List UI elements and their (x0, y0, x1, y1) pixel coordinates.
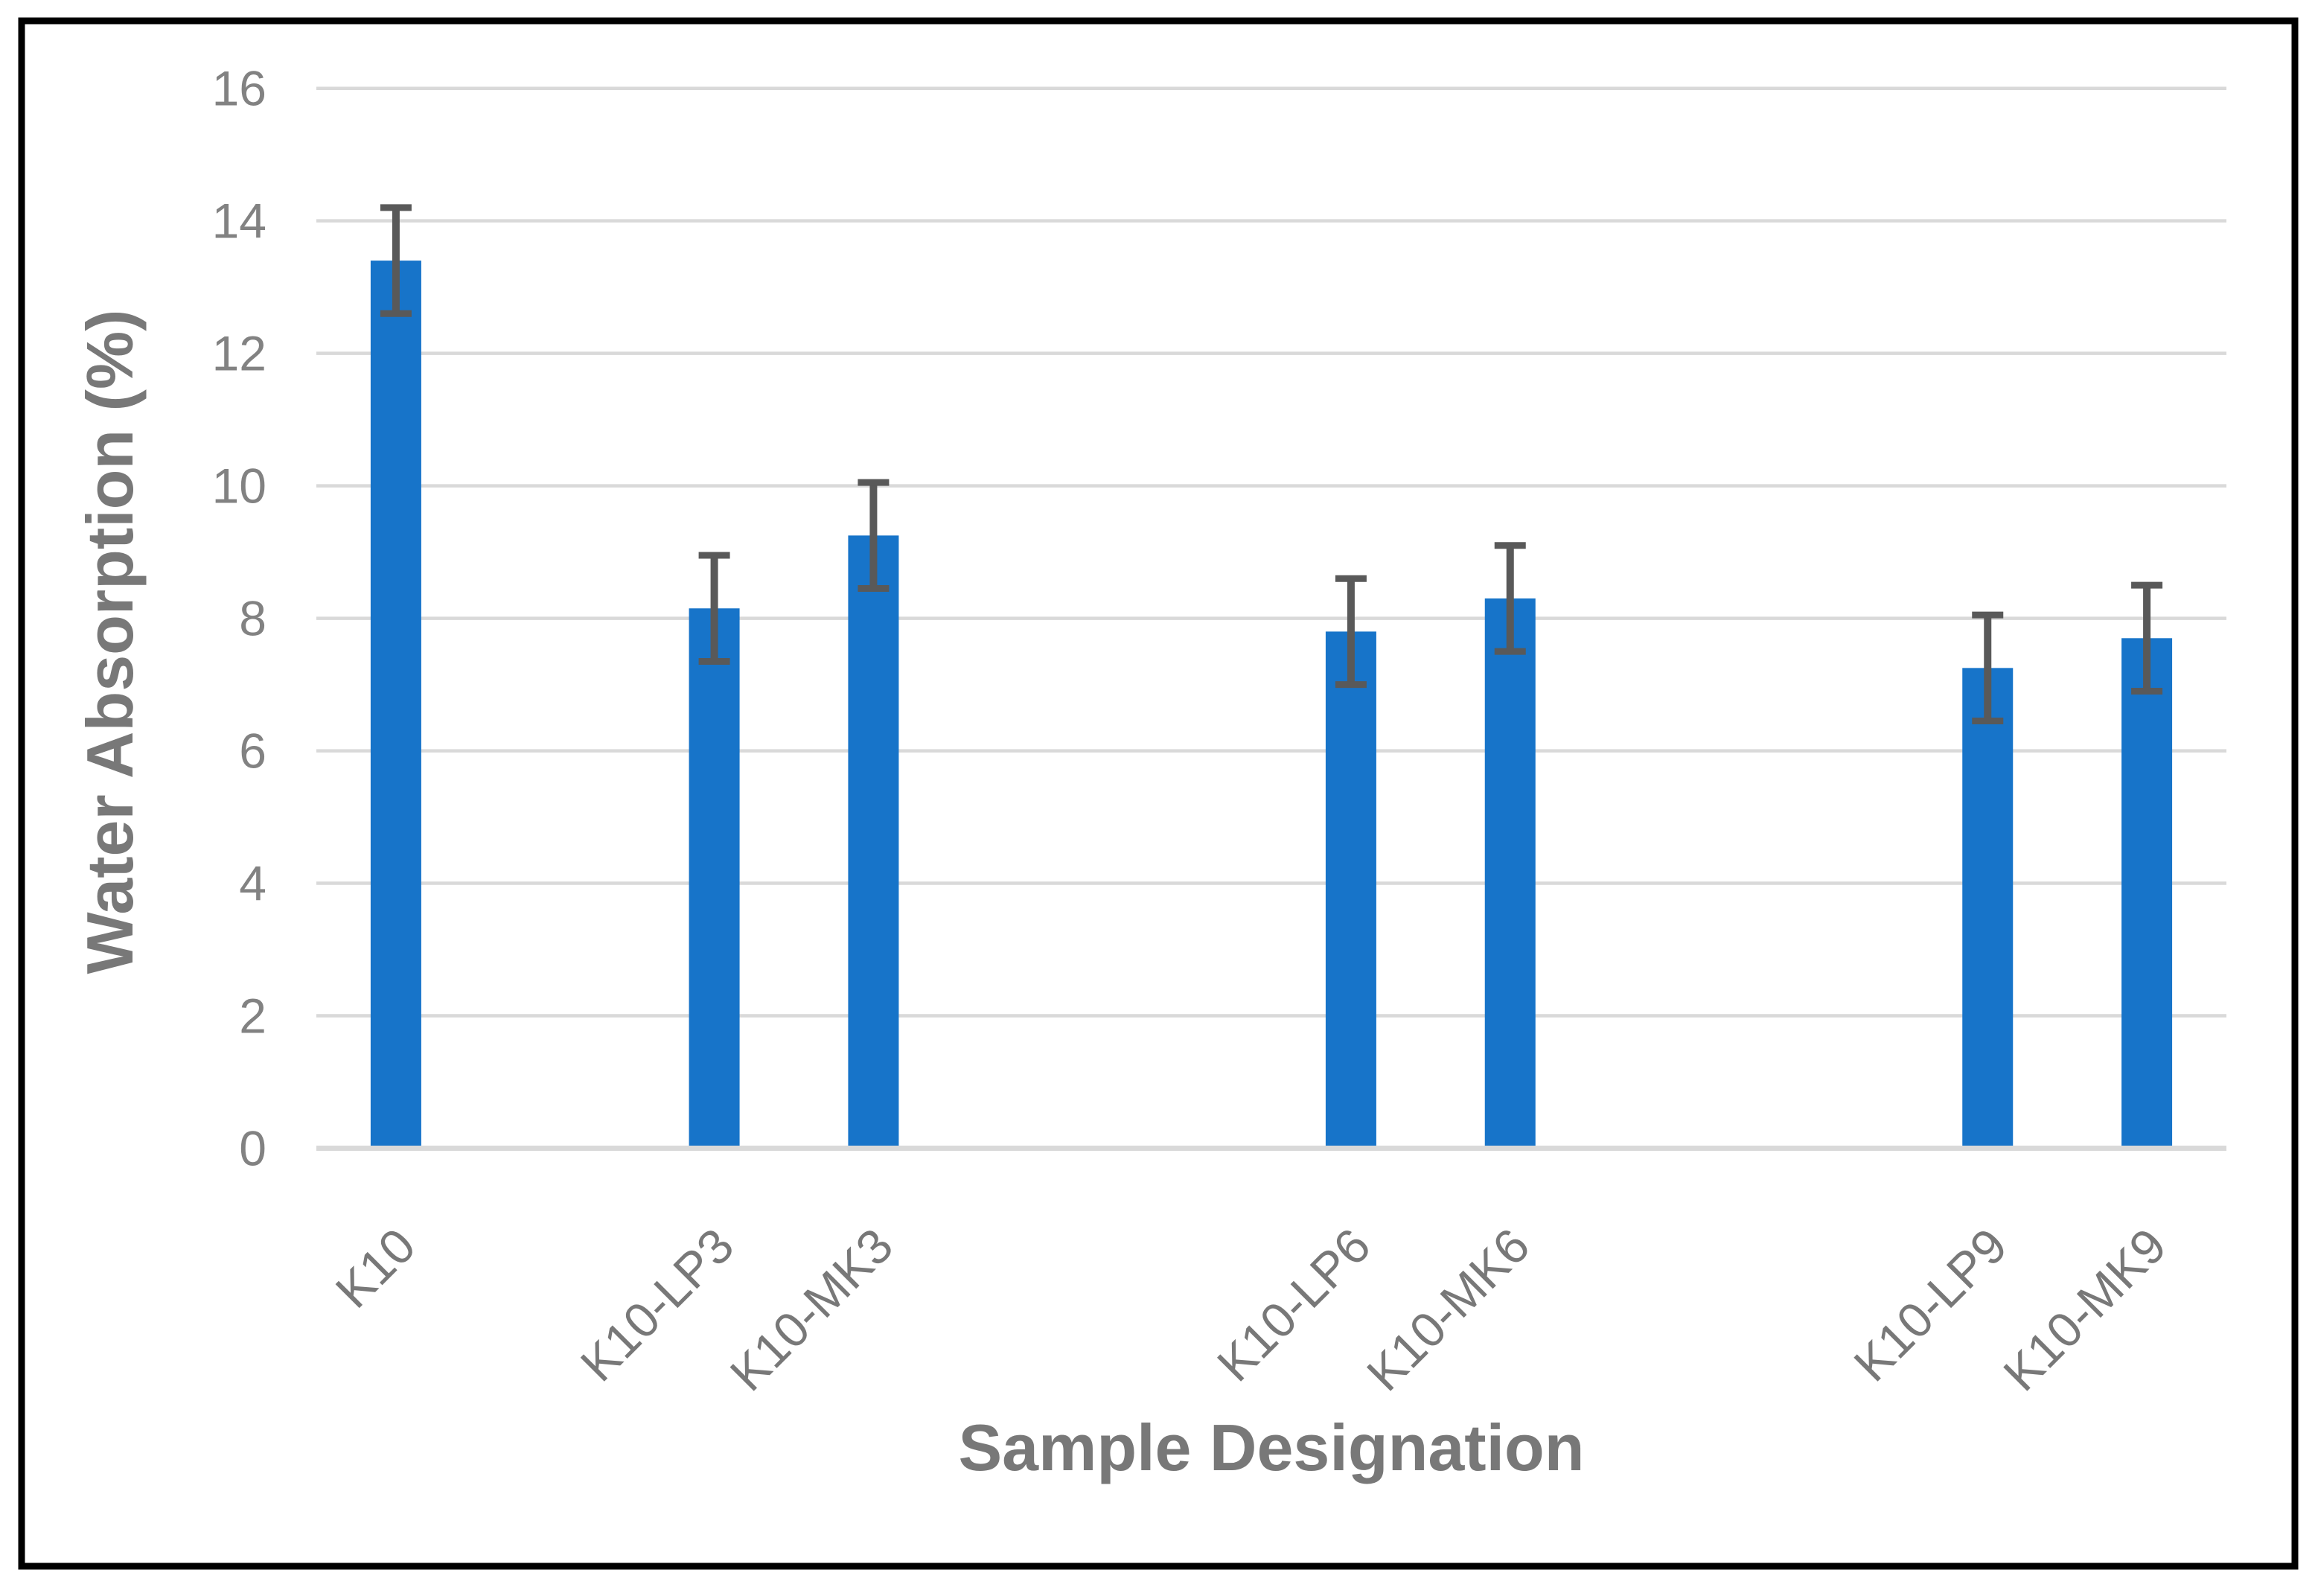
y-tick-label: 12 (212, 326, 266, 381)
y-tick-labels: 0 2 4 6 8 10 12 14 16 (212, 61, 266, 1176)
error-bar-k10-lp3 (698, 552, 730, 665)
gridlines (316, 86, 2226, 1018)
outer-border (18, 17, 2299, 1570)
error-bar-k10-mk6 (1494, 542, 1526, 655)
bar-k10 (370, 261, 421, 1151)
x-axis-title: Sample Designation (958, 1411, 1584, 1484)
bar-k10-mk9 (2121, 638, 2173, 1151)
error-bar-k10 (380, 204, 412, 317)
error-bar-k10-lp6 (1335, 575, 1367, 689)
bar-k10-lp9 (1962, 668, 2014, 1151)
y-tick-label: 4 (239, 856, 266, 911)
error-bar-k10-mk9 (2131, 581, 2163, 695)
error-bars-group (380, 204, 2163, 725)
bar-k10-lp6 (1325, 631, 1376, 1151)
y-axis-title: Water Absorption (%) (73, 310, 147, 974)
y-tick-label: 6 (239, 724, 266, 779)
y-tick-label: 16 (212, 61, 266, 116)
y-tick-label: 10 (212, 459, 266, 514)
bar-k10-lp3 (689, 608, 740, 1151)
error-bar-k10-lp9 (1972, 611, 2004, 725)
error-bar-k10-mk3 (858, 479, 890, 593)
bars-group (370, 261, 2173, 1151)
y-tick-label: 14 (212, 194, 266, 249)
y-tick-label: 0 (239, 1121, 266, 1176)
y-tick-label: 8 (239, 591, 266, 646)
bar-k10-mk6 (1484, 598, 1536, 1151)
y-tick-label: 2 (239, 989, 266, 1044)
bar-k10-mk3 (848, 535, 899, 1151)
